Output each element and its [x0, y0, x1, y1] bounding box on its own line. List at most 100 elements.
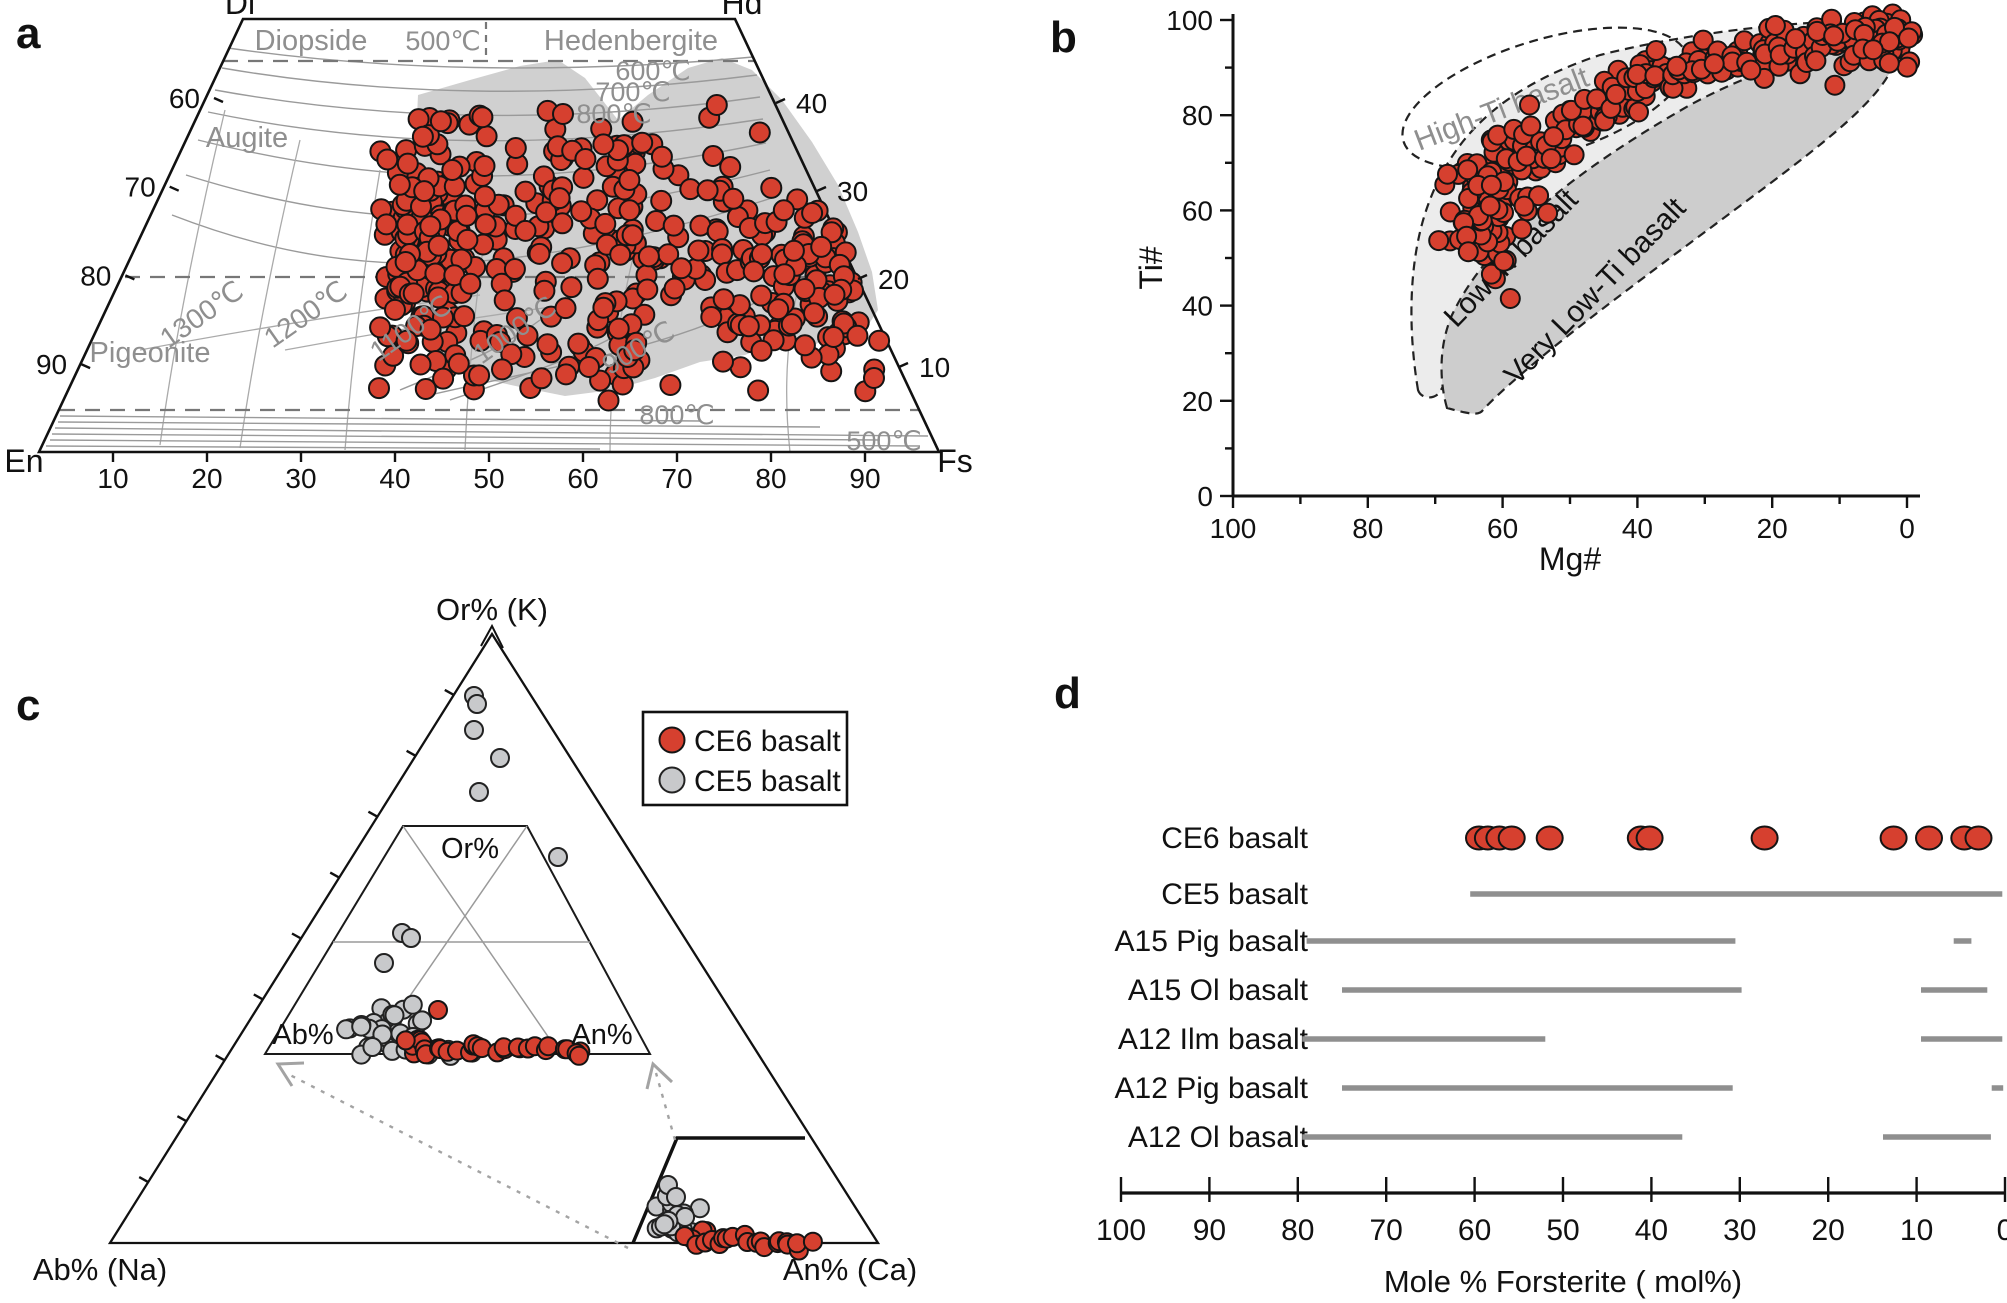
data-point — [1740, 59, 1762, 81]
data-point — [1519, 94, 1540, 116]
tick-label: 60 — [1182, 195, 1213, 226]
row-label: A15 Ol basalt — [1128, 974, 1309, 1007]
data-point — [401, 928, 421, 948]
data-point — [362, 1037, 383, 1057]
data-point — [528, 242, 551, 265]
data-point — [409, 353, 432, 376]
data-point — [504, 204, 527, 227]
data-point — [1543, 126, 1565, 148]
field-label-hedenbergite: Hedenbergite — [544, 25, 718, 57]
row-label: A12 Ilm basalt — [1118, 1023, 1309, 1056]
tick-label: 80 — [1182, 100, 1213, 131]
data-point — [801, 202, 824, 224]
apex-label-fs: Fs — [937, 443, 973, 479]
data-point — [456, 228, 479, 251]
data-point — [1898, 27, 1920, 49]
panel-b-data-points — [1428, 3, 1924, 309]
x-axis-title-mg: Mg# — [1539, 541, 1601, 577]
tick-mark — [80, 363, 91, 370]
data-point — [793, 334, 816, 357]
tick-mark — [291, 932, 302, 940]
row-label: A12 Ol basalt — [1128, 1121, 1309, 1154]
data-point — [1862, 39, 1884, 61]
magnification-arrows — [275, 1061, 677, 1250]
isotherm-800: 800℃ — [576, 99, 651, 129]
data-point — [551, 252, 574, 275]
data-point — [424, 262, 447, 285]
panel-a-bottom-axis-ticks: 10 20 30 40 50 60 70 80 90 — [97, 452, 881, 494]
panel-d-axis-ticks: 100 90 80 70 60 50 40 30 20 10 0 — [1096, 1177, 2007, 1247]
data-point — [1540, 148, 1562, 170]
data-point — [555, 363, 577, 386]
data-point — [623, 339, 646, 362]
legend-marker-ce5 — [658, 766, 686, 794]
data-point — [747, 379, 770, 402]
data-point — [607, 317, 630, 340]
legend-label-ce6: CE6 basalt — [694, 725, 841, 758]
data-point — [823, 283, 846, 306]
tick-label: 0 — [1899, 513, 1915, 544]
data-point — [427, 234, 450, 257]
data-point — [719, 156, 742, 178]
data-point — [621, 110, 644, 133]
data-point — [419, 215, 442, 238]
data-point — [773, 263, 796, 286]
panel-c-letter: c — [16, 681, 40, 730]
data-point — [516, 324, 539, 347]
data-point — [663, 277, 686, 300]
tick-label: 20 — [878, 264, 909, 295]
data-point — [455, 204, 478, 227]
data-point — [514, 180, 537, 203]
data-point — [621, 224, 644, 247]
data-point — [760, 176, 783, 199]
panel-a-left-axis-ticks: 60 70 80 90 — [36, 83, 224, 380]
apex-label-en: En — [4, 443, 43, 479]
data-point — [560, 276, 583, 299]
panel-c-feldspar-ternary: c Or% (K) Ab% (Na) An% (Ca) Or% Ab% An% … — [16, 592, 917, 1287]
tick-mark — [857, 273, 868, 281]
data-point — [464, 720, 484, 740]
data-point — [1479, 195, 1501, 217]
isotherm-700: 700℃ — [595, 77, 670, 107]
data-point — [567, 332, 590, 355]
data-point — [536, 333, 559, 356]
tick-label: 40 — [379, 463, 410, 494]
tick-label: 70 — [661, 463, 692, 494]
data-point — [468, 364, 491, 387]
data-point — [1764, 15, 1786, 36]
data-point — [820, 221, 843, 244]
data-point — [586, 267, 609, 290]
data-point — [654, 1214, 675, 1235]
fo-data-point — [1635, 825, 1664, 851]
ternary-apex-arrow — [480, 623, 504, 649]
data-point — [469, 782, 489, 802]
data-point — [594, 212, 617, 235]
data-point — [1511, 218, 1533, 240]
panel-d-rows: CE6 basalt CE5 basalt A15 Pig basalt A15 Ol… — [1115, 822, 2004, 1154]
fo-data-point — [1497, 825, 1526, 851]
data-point — [592, 133, 615, 156]
data-point — [1879, 31, 1901, 53]
data-point — [1493, 250, 1515, 272]
tick-mark — [176, 1115, 187, 1123]
data-point — [578, 356, 600, 378]
data-point — [597, 389, 620, 412]
data-point — [413, 180, 436, 203]
data-point — [368, 377, 390, 400]
panel-c-red-points — [395, 1000, 823, 1261]
tick-label: 10 — [97, 463, 128, 494]
data-point — [419, 318, 442, 341]
data-point — [467, 694, 487, 714]
inset-label-ab: Ab% — [272, 1019, 333, 1051]
data-point — [574, 148, 597, 170]
data-point — [569, 1045, 589, 1066]
inset-label-an: An% — [571, 1019, 632, 1051]
data-point — [491, 358, 513, 381]
data-point — [637, 245, 660, 268]
tick-mark — [329, 871, 340, 879]
data-point — [429, 110, 452, 133]
row-label: CE6 basalt — [1161, 822, 1308, 855]
data-point — [750, 284, 773, 307]
data-point — [1513, 195, 1535, 217]
tick-label: 30 — [837, 176, 868, 207]
